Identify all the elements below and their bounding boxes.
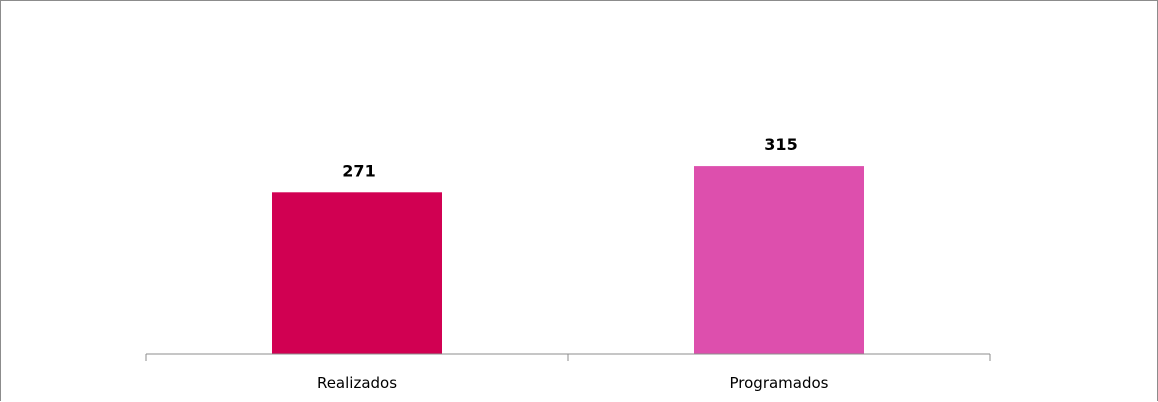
category-label-programados: Programados <box>730 374 829 392</box>
data-label-realizados: 271 <box>342 161 375 180</box>
bars-group <box>272 166 864 354</box>
data-labels-group: 271 315 <box>342 135 797 180</box>
category-labels-group: Realizados Programados <box>317 374 829 392</box>
bar-programados <box>694 166 864 354</box>
category-label-realizados: Realizados <box>317 374 397 392</box>
bar-realizados <box>272 192 442 354</box>
data-label-programados: 315 <box>764 135 797 154</box>
